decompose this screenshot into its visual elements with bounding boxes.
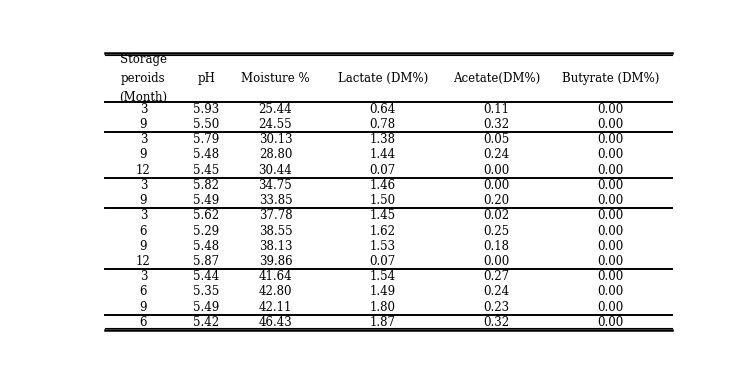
Text: 1.80: 1.80 (370, 301, 396, 314)
Text: 1.49: 1.49 (370, 285, 396, 298)
Text: 12: 12 (136, 255, 151, 268)
Text: 0.00: 0.00 (597, 209, 624, 222)
Text: 3: 3 (140, 133, 147, 146)
Text: 5.45: 5.45 (193, 164, 219, 177)
Text: 0.32: 0.32 (483, 118, 510, 131)
Text: 30.13: 30.13 (259, 133, 292, 146)
Text: Lactate (DM%): Lactate (DM%) (337, 72, 428, 85)
Text: 3: 3 (140, 179, 147, 192)
Text: 0.00: 0.00 (597, 316, 624, 329)
Text: 0.00: 0.00 (597, 118, 624, 131)
Text: 41.64: 41.64 (259, 270, 292, 283)
Text: Acetate(DM%): Acetate(DM%) (453, 72, 541, 85)
Text: 6: 6 (140, 285, 147, 298)
Text: 0.00: 0.00 (597, 133, 624, 146)
Text: 5.49: 5.49 (193, 194, 219, 207)
Text: 0.07: 0.07 (369, 164, 396, 177)
Text: Moisture %: Moisture % (241, 72, 310, 85)
Text: 5.42: 5.42 (193, 316, 219, 329)
Text: 1.62: 1.62 (370, 224, 396, 238)
Text: 9: 9 (140, 118, 147, 131)
Text: 0.24: 0.24 (483, 148, 510, 161)
Text: 46.43: 46.43 (258, 316, 292, 329)
Text: 38.55: 38.55 (259, 224, 292, 238)
Text: 5.48: 5.48 (193, 240, 219, 253)
Text: Butyrate (DM%): Butyrate (DM%) (562, 72, 659, 85)
Text: 0.32: 0.32 (483, 316, 510, 329)
Text: 9: 9 (140, 301, 147, 314)
Text: 33.85: 33.85 (259, 194, 292, 207)
Text: 38.13: 38.13 (259, 240, 292, 253)
Text: 25.44: 25.44 (259, 103, 292, 116)
Text: 0.27: 0.27 (483, 270, 510, 283)
Text: 0.00: 0.00 (483, 179, 510, 192)
Text: 0.00: 0.00 (597, 103, 624, 116)
Text: Storage
peroids
(Month): Storage peroids (Month) (119, 53, 168, 104)
Text: 0.24: 0.24 (483, 285, 510, 298)
Text: 5.50: 5.50 (193, 118, 219, 131)
Text: 0.20: 0.20 (483, 194, 510, 207)
Text: 1.44: 1.44 (370, 148, 396, 161)
Text: 0.18: 0.18 (484, 240, 510, 253)
Text: 0.00: 0.00 (483, 164, 510, 177)
Text: 0.23: 0.23 (483, 301, 510, 314)
Text: 0.11: 0.11 (484, 103, 510, 116)
Text: pH: pH (197, 72, 215, 85)
Text: 0.64: 0.64 (369, 103, 396, 116)
Text: 0.05: 0.05 (483, 133, 510, 146)
Text: 0.07: 0.07 (369, 255, 396, 268)
Text: 1.50: 1.50 (370, 194, 396, 207)
Text: 0.00: 0.00 (597, 255, 624, 268)
Text: 0.25: 0.25 (483, 224, 510, 238)
Text: 12: 12 (136, 164, 151, 177)
Text: 3: 3 (140, 209, 147, 222)
Text: 39.86: 39.86 (259, 255, 292, 268)
Text: 42.80: 42.80 (259, 285, 292, 298)
Text: 0.00: 0.00 (597, 301, 624, 314)
Text: 0.00: 0.00 (597, 285, 624, 298)
Text: 5.49: 5.49 (193, 301, 219, 314)
Text: 0.00: 0.00 (597, 179, 624, 192)
Text: 42.11: 42.11 (259, 301, 292, 314)
Text: 0.00: 0.00 (597, 164, 624, 177)
Text: 1.46: 1.46 (370, 179, 396, 192)
Text: 1.45: 1.45 (370, 209, 396, 222)
Text: 1.53: 1.53 (370, 240, 396, 253)
Text: 5.35: 5.35 (193, 285, 219, 298)
Text: 5.44: 5.44 (193, 270, 219, 283)
Text: 9: 9 (140, 194, 147, 207)
Text: 30.44: 30.44 (258, 164, 292, 177)
Text: 3: 3 (140, 103, 147, 116)
Text: 6: 6 (140, 224, 147, 238)
Text: 1.38: 1.38 (370, 133, 396, 146)
Text: 6: 6 (140, 316, 147, 329)
Text: 0.00: 0.00 (597, 270, 624, 283)
Text: 0.78: 0.78 (370, 118, 396, 131)
Text: 0.00: 0.00 (597, 194, 624, 207)
Text: 34.75: 34.75 (258, 179, 292, 192)
Text: 5.93: 5.93 (193, 103, 219, 116)
Text: 9: 9 (140, 148, 147, 161)
Text: 5.29: 5.29 (193, 224, 219, 238)
Text: 5.82: 5.82 (193, 179, 219, 192)
Text: 37.78: 37.78 (259, 209, 292, 222)
Text: 0.00: 0.00 (597, 224, 624, 238)
Text: 24.55: 24.55 (259, 118, 292, 131)
Text: 1.87: 1.87 (370, 316, 396, 329)
Text: 3: 3 (140, 270, 147, 283)
Text: 0.00: 0.00 (597, 240, 624, 253)
Text: 0.02: 0.02 (483, 209, 510, 222)
Text: 9: 9 (140, 240, 147, 253)
Text: 1.54: 1.54 (370, 270, 396, 283)
Text: 5.79: 5.79 (193, 133, 219, 146)
Text: 0.00: 0.00 (483, 255, 510, 268)
Text: 5.48: 5.48 (193, 148, 219, 161)
Text: 0.00: 0.00 (597, 148, 624, 161)
Text: 5.87: 5.87 (193, 255, 219, 268)
Text: 28.80: 28.80 (259, 148, 292, 161)
Text: 5.62: 5.62 (193, 209, 219, 222)
